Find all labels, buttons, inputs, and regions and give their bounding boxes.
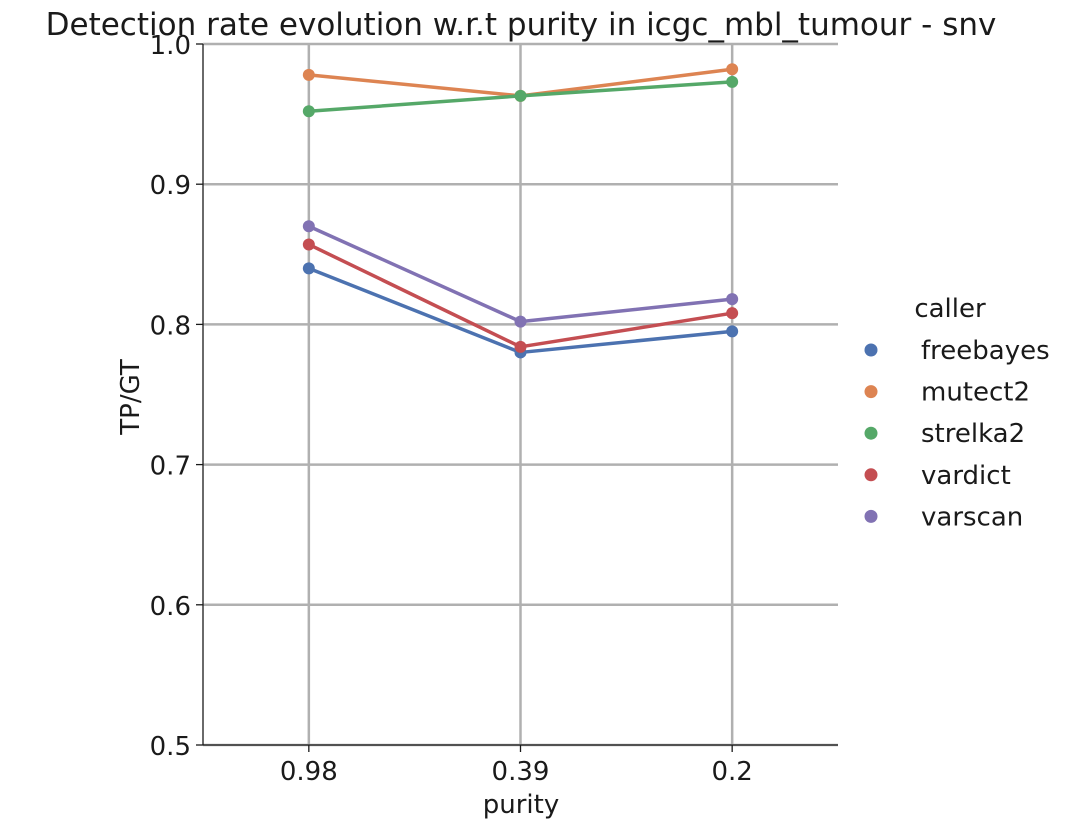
data-point-strelka2 [726,75,739,88]
legend-label-strelka2: strelka2 [921,419,1025,449]
data-point-vardict [726,307,739,320]
legend-title: caller [914,294,986,324]
data-point-varscan [514,315,527,328]
data-point-strelka2 [302,105,315,118]
grid-lines [203,42,838,747]
y-tick-label: 0.8 [150,311,191,341]
legend-label-varscan: varscan [921,502,1023,532]
data-point-vardict [302,238,315,251]
legend-marker-strelka2 [864,426,878,440]
data-point-varscan [726,293,739,306]
y-tick-label: 0.9 [150,171,191,201]
legend-marker-vardict [864,468,878,482]
data-point-strelka2 [514,89,527,102]
legend-marker-freebayes [864,343,878,357]
legend-label-mutect2: mutect2 [921,378,1030,408]
data-point-freebayes [726,325,739,338]
data-point-vardict [514,340,527,353]
y-tick-label: 0.5 [150,732,191,762]
y-axis-label: TP/GT [116,359,146,436]
y-tick-label: 1.0 [150,31,191,61]
data-point-freebayes [302,262,315,275]
series-layer [302,63,739,359]
legend-label-freebayes: freebayes [921,336,1050,366]
data-point-varscan [302,220,315,233]
y-tick-label: 0.6 [150,592,191,622]
y-tick-label: 0.7 [150,452,191,482]
x-axis-label: purity [483,790,559,820]
x-tick-label: 0.98 [280,757,338,787]
chart-title: Detection rate evolution w.r.t purity in… [46,7,997,43]
legend-marker-varscan [864,509,878,523]
legend-marker-mutect2 [864,385,878,399]
legend: caller freebayes mutect2 strelka2 vardict va… [864,294,1050,532]
data-point-mutect2 [302,68,315,81]
x-tick-label: 0.2 [711,757,752,787]
data-point-mutect2 [726,63,739,76]
x-tick-label: 0.39 [492,757,550,787]
legend-label-vardict: vardict [921,461,1011,491]
axes: 0.5 0.6 0.7 0.8 0.9 1.0 0.98 0.39 0.2 [150,31,838,787]
